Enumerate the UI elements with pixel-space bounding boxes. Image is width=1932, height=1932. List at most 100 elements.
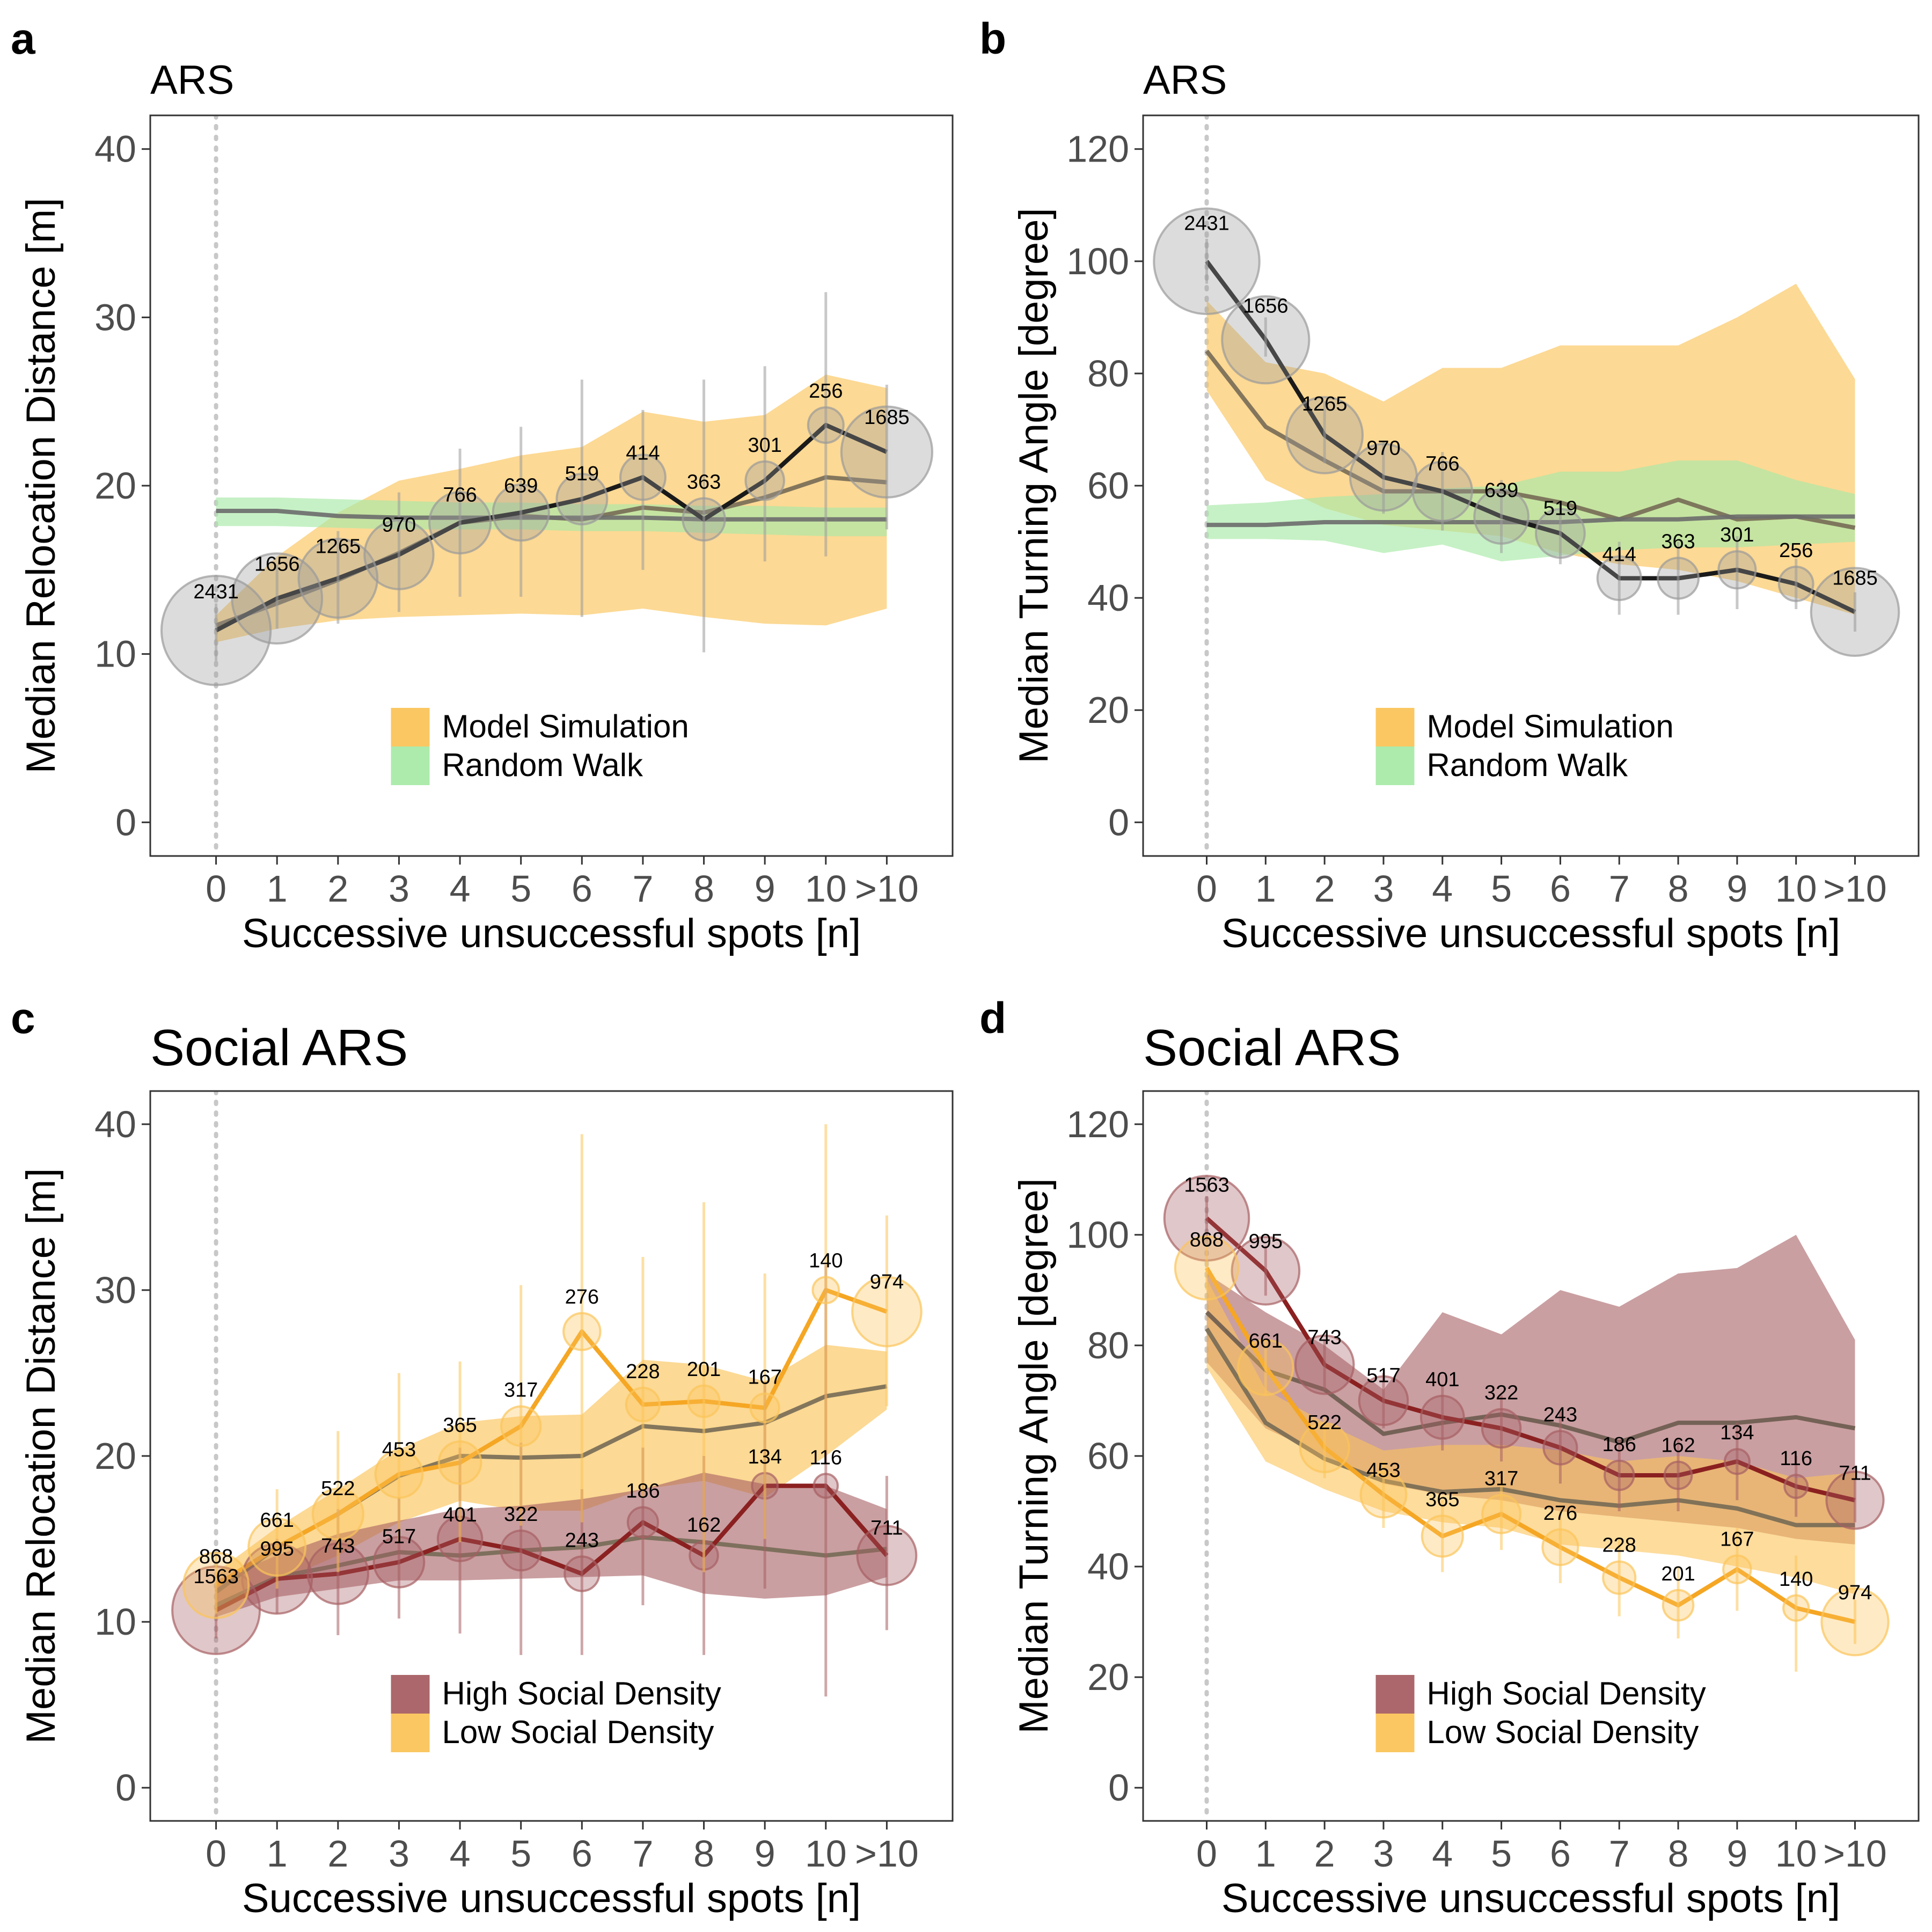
count-label: 2431 <box>193 581 239 603</box>
sample-bubble <box>1777 566 1814 602</box>
y-tick-label: 0 <box>115 1767 136 1809</box>
sample-bubble <box>749 1392 780 1424</box>
count-label: 186 <box>626 1480 660 1503</box>
x-tick-label: 0 <box>206 1833 226 1875</box>
count-label: 766 <box>443 484 477 506</box>
count-label: 317 <box>1484 1468 1518 1490</box>
series-line-low-model <box>1205 1327 1855 1527</box>
count-label: 317 <box>504 1379 538 1402</box>
x-tick-label: 5 <box>510 868 531 910</box>
legend-swatch <box>391 708 430 747</box>
x-tick-label: 8 <box>693 1833 714 1875</box>
count-label: 711 <box>1839 1462 1871 1485</box>
sample-bubble <box>1473 488 1529 545</box>
sample-bubble <box>1663 1460 1693 1490</box>
count-label: 414 <box>1602 543 1636 566</box>
count-label: 522 <box>321 1477 355 1500</box>
x-tick-label: 7 <box>632 868 653 910</box>
count-label: 453 <box>1366 1459 1400 1482</box>
sample-bubble <box>1481 1408 1522 1449</box>
count-label: 140 <box>1779 1568 1813 1591</box>
y-tick-label: 40 <box>94 128 136 170</box>
y-tick-label: 20 <box>1087 689 1129 731</box>
x-tick-label: 7 <box>632 1833 653 1875</box>
series-line-top-observed <box>215 423 888 633</box>
legend-swatch <box>391 747 430 785</box>
sample-bubble <box>1820 1587 1890 1657</box>
sample-bubble <box>1237 1338 1294 1396</box>
x-tick-label: 9 <box>1726 868 1747 910</box>
y-tick-label: 0 <box>115 801 136 843</box>
x-tick-label: 5 <box>1491 1833 1512 1875</box>
y-tick-label: 20 <box>1087 1656 1129 1698</box>
count-label: 276 <box>1543 1502 1577 1525</box>
x-tick-label: >10 <box>855 1833 919 1875</box>
y-tick-label: 20 <box>94 1435 136 1477</box>
count-label: 134 <box>1720 1422 1754 1444</box>
count-label: 1685 <box>1832 567 1878 589</box>
count-label: 970 <box>1366 437 1400 459</box>
series-line-top-high-social-density <box>1205 1216 1856 1503</box>
count-label: 116 <box>1780 1447 1812 1470</box>
y-tick-label: 120 <box>1066 1103 1129 1145</box>
sample-bubble <box>1359 1470 1408 1519</box>
y-tick-label: 0 <box>1108 801 1129 843</box>
sample-bubble <box>840 405 934 499</box>
sample-bubble <box>428 491 492 555</box>
legend-swatch <box>391 1675 430 1714</box>
count-label: 995 <box>1249 1231 1283 1253</box>
panel-letter: d <box>979 994 1006 1043</box>
series-line-top-low-social-density <box>1205 1267 1856 1624</box>
count-label: 228 <box>1602 1534 1636 1557</box>
y-tick-label: 60 <box>1087 465 1129 507</box>
sample-bubble <box>744 460 785 501</box>
x-tick-label: 10 <box>1775 1833 1817 1875</box>
y-tick-label: 0 <box>1108 1767 1129 1809</box>
y-tick-label: 30 <box>94 1269 136 1311</box>
legend-swatch <box>1375 1675 1415 1714</box>
sample-bubble <box>1419 1394 1465 1440</box>
sample-bubble <box>856 1525 918 1586</box>
series-line-model-simulation <box>1205 349 1856 530</box>
x-tick-label: 7 <box>1609 868 1630 910</box>
count-label: 256 <box>1779 539 1813 562</box>
y-axis-title: Median Relocation Distance [m] <box>18 198 64 774</box>
y-tick-label: 20 <box>94 465 136 507</box>
sample-bubble <box>682 497 726 542</box>
sample-bubble <box>687 1384 721 1418</box>
sample-bubble <box>363 519 435 590</box>
series-line-top-low-social-density <box>215 1287 888 1587</box>
band-low-social-density <box>1206 1279 1855 1594</box>
count-label: 201 <box>687 1358 721 1381</box>
series-line-random-walk <box>216 509 887 522</box>
sample-bubble <box>811 1276 840 1305</box>
count-label: 140 <box>809 1250 843 1272</box>
x-tick-label: 2 <box>1314 1833 1335 1875</box>
series-lines <box>1205 260 1856 614</box>
count-label: 766 <box>1425 453 1459 475</box>
y-tick-label: 10 <box>94 1601 136 1643</box>
y-tick-label: 40 <box>94 1103 136 1145</box>
count-label: 256 <box>809 380 843 402</box>
x-tick-label: 10 <box>805 1833 847 1875</box>
x-tick-label: 10 <box>1775 868 1817 910</box>
x-tick-label: 6 <box>1550 1833 1571 1875</box>
count-label: 661 <box>260 1509 294 1532</box>
x-tick-label: 3 <box>389 1833 409 1875</box>
sample-bubble <box>1299 1422 1350 1474</box>
panel-title: Social ARS <box>150 1019 408 1077</box>
panel-letter: c <box>11 994 35 1043</box>
x-tick-label: 3 <box>1373 868 1394 910</box>
count-label: 743 <box>321 1535 355 1557</box>
count-label: 711 <box>870 1517 903 1540</box>
legend-swatch <box>1375 1714 1415 1752</box>
x-tick-label: >10 <box>855 868 919 910</box>
legend-label: High Social Density <box>442 1675 721 1711</box>
sample-bubble <box>1604 1459 1635 1491</box>
panel-letter: b <box>979 14 1006 63</box>
series-line-random-walk <box>1206 514 1855 528</box>
bubble-group <box>1163 1175 1885 1530</box>
y-axis-title: Median Turning Angle [degree] <box>1011 208 1057 763</box>
legend-swatch <box>1375 747 1415 785</box>
sample-bubble <box>1783 1474 1809 1499</box>
